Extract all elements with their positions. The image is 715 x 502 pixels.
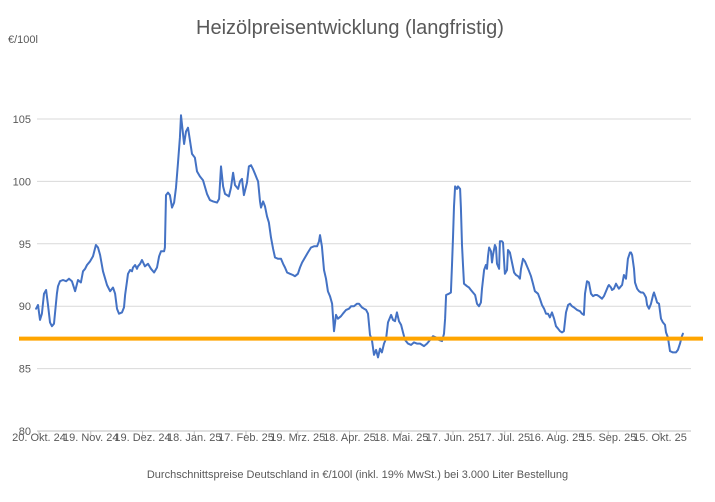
y-tick-label: 100 <box>13 176 31 188</box>
x-tick-label: 19. Nov. 24 <box>63 432 118 444</box>
y-tick-label: 95 <box>19 239 31 251</box>
x-tick-label: 17. Jul. 25 <box>479 432 530 444</box>
x-tick-label: 20. Okt. 24 <box>12 432 66 444</box>
x-tick-label: 15. Sep. 25 <box>580 432 636 444</box>
y-tick-label: 105 <box>13 114 31 126</box>
y-tick-label: 80 <box>19 426 31 438</box>
x-tick-label: 18. Mai. 25 <box>374 432 428 444</box>
x-tick-label: 19. Mrz. 25 <box>270 432 325 444</box>
x-tick-label: 17. Feb. 25 <box>218 432 274 444</box>
y-tick-label: 85 <box>19 364 31 376</box>
x-tick-label: 19. Dez. 24 <box>114 432 170 444</box>
y-tick-label: 90 <box>19 301 31 313</box>
price-line <box>35 114 684 359</box>
x-tick-label: 17. Jun. 25 <box>426 432 480 444</box>
chart-caption: Durchschnittspreise Deutschland in €/100… <box>146 469 569 481</box>
x-tick-label: 15. Okt. 25 <box>633 432 687 444</box>
x-tick-label: 16. Aug. 25 <box>529 432 585 444</box>
chart-title: Heizölpreisentwicklung (langfristig) <box>196 17 504 39</box>
y-axis-unit-label: €/100l <box>8 34 38 46</box>
x-tick-label: 18. Jan. 25 <box>167 432 221 444</box>
x-tick-label: 18. Apr. 25 <box>323 432 376 444</box>
